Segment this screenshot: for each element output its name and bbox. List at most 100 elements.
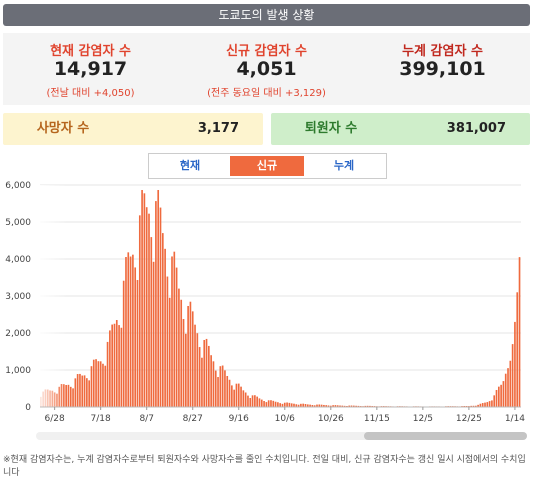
bar xyxy=(270,400,272,407)
bar xyxy=(217,377,219,407)
bar xyxy=(502,381,505,407)
bar xyxy=(265,402,268,407)
bar xyxy=(86,378,88,407)
total-cases-value: 399,101 xyxy=(399,58,486,80)
bar xyxy=(474,405,477,407)
bar xyxy=(477,404,479,407)
y-tick-label: 0 xyxy=(25,403,31,413)
tab-new[interactable]: 신규 xyxy=(230,156,304,176)
bar xyxy=(79,373,81,407)
tab-current[interactable]: 현재 xyxy=(179,159,201,172)
bar xyxy=(343,405,346,407)
bar xyxy=(279,403,282,407)
bar xyxy=(148,213,150,407)
recovered-label: 퇴원자 수 xyxy=(304,121,358,136)
current-cases-change: (전날 대비 +4,050) xyxy=(46,88,135,99)
bar xyxy=(288,402,291,407)
bar xyxy=(511,344,514,407)
bar xyxy=(500,384,502,407)
bar xyxy=(258,398,261,407)
x-tick-label: 7/18 xyxy=(91,414,111,424)
bar xyxy=(184,333,187,407)
bar xyxy=(316,404,318,407)
x-tick-label: 9/16 xyxy=(229,414,249,424)
bar xyxy=(92,359,95,407)
bar xyxy=(272,400,275,407)
bar xyxy=(120,327,123,407)
bar xyxy=(205,338,208,407)
bar xyxy=(125,257,127,407)
y-tick-label: 5,000 xyxy=(5,218,31,228)
bar xyxy=(249,398,252,407)
bar xyxy=(366,405,369,407)
current-cases-value: 14,917 xyxy=(53,58,128,80)
bar xyxy=(189,301,192,407)
bar xyxy=(325,405,328,407)
bar xyxy=(122,280,125,407)
deaths-label: 사망자 수 xyxy=(36,121,90,136)
bar xyxy=(481,403,484,407)
bar xyxy=(141,190,143,407)
bar xyxy=(168,297,171,407)
bar xyxy=(242,390,245,407)
bar xyxy=(486,402,489,407)
y-tick-label: 1,000 xyxy=(5,366,31,376)
bar xyxy=(196,333,199,407)
bar xyxy=(251,395,254,407)
bar xyxy=(313,405,316,407)
bar xyxy=(219,366,222,407)
bar xyxy=(256,396,258,407)
bar xyxy=(304,404,307,407)
bar xyxy=(113,323,116,407)
x-tick-label: 10/26 xyxy=(318,414,344,424)
summary-panel: 현재 감염자 수 14,917 (전날 대비 +4,050) 신규 감염자 수 … xyxy=(3,33,530,105)
bar xyxy=(134,267,137,407)
bar xyxy=(260,399,263,407)
bar xyxy=(309,404,311,407)
deaths-value: 3,177 xyxy=(197,121,239,136)
bar xyxy=(109,330,111,407)
x-tick-label: 8/7 xyxy=(139,414,153,424)
recovered-box: 퇴원자 수 381,007 xyxy=(271,113,530,145)
bar xyxy=(76,374,79,407)
bar xyxy=(334,405,337,407)
x-tick-label: 12/25 xyxy=(456,414,482,424)
bar xyxy=(173,251,176,407)
bar xyxy=(293,403,295,407)
bar xyxy=(111,324,113,407)
bar xyxy=(106,341,109,407)
bar xyxy=(470,405,473,407)
bar xyxy=(332,405,334,407)
page-title: 도쿄도의 발생 상황 xyxy=(3,4,530,26)
bar xyxy=(198,347,201,407)
bar xyxy=(214,370,217,407)
chart-mode-tabs: 현재 신규 누계 xyxy=(148,153,387,179)
bar xyxy=(118,325,120,407)
bar xyxy=(228,379,231,407)
bar xyxy=(191,311,194,407)
bar xyxy=(491,400,493,407)
recovered-value: 381,007 xyxy=(446,121,506,136)
new-cases-label: 신규 감염자 수 xyxy=(226,44,307,59)
bar xyxy=(283,402,286,407)
bar xyxy=(221,365,224,407)
bar xyxy=(295,404,298,407)
tab-total[interactable]: 누계 xyxy=(333,159,355,172)
x-tick-label: 12/5 xyxy=(413,414,433,424)
bar xyxy=(364,405,367,407)
bar xyxy=(180,299,183,407)
total-cases-label: 누계 감염자 수 xyxy=(402,44,483,59)
bar xyxy=(132,254,134,407)
chart-scrollbar[interactable] xyxy=(36,432,527,440)
bar xyxy=(203,339,206,407)
bar xyxy=(166,276,169,407)
bar xyxy=(509,360,512,407)
chart-scrollbar-thumb[interactable] xyxy=(364,432,527,440)
x-tick-label: 10/6 xyxy=(275,414,295,424)
bar xyxy=(355,405,357,407)
bar xyxy=(497,386,500,407)
current-cases-label: 현재 감염자 수 xyxy=(50,44,131,59)
bar xyxy=(90,366,93,407)
bar xyxy=(306,404,309,407)
bar xyxy=(472,405,475,407)
